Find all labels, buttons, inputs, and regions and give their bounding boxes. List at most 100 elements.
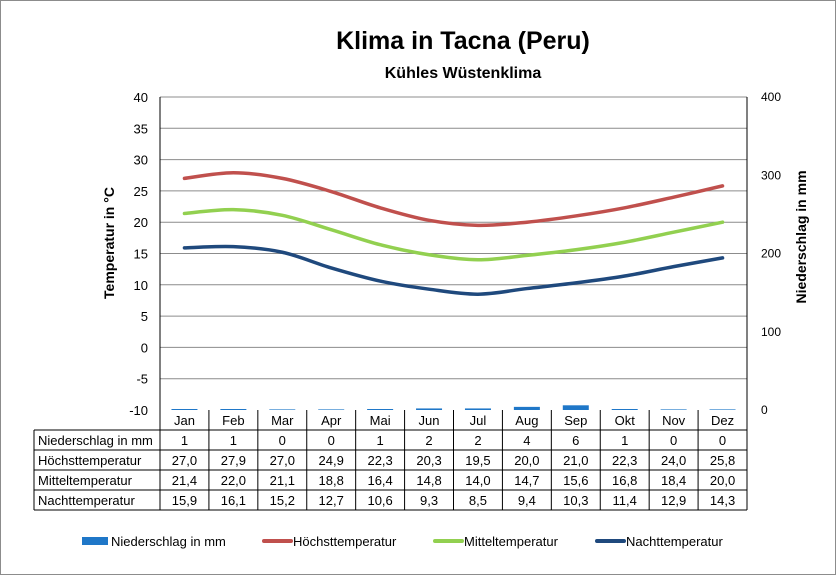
y-tick-label: 20 [134, 215, 148, 230]
y2-tick-label: 300 [761, 168, 781, 182]
table-cell-value: 2 [474, 433, 481, 448]
y-tick-label: 25 [134, 184, 148, 199]
x-tick-label: Apr [321, 413, 342, 428]
series-line [182, 170, 725, 228]
table-cell-value: 6 [572, 433, 579, 448]
x-tick-label: Nov [662, 413, 686, 428]
y2-axis-label: Niederschlag in mm [793, 170, 809, 303]
x-tick-label: Sep [564, 413, 587, 428]
table-cell-value: 20,0 [710, 473, 735, 488]
table-row-header: Niederschlag in mm [38, 433, 153, 448]
y2-tick-label: 200 [761, 247, 781, 261]
legend-swatch-bar [82, 537, 108, 545]
table-cell-value: 1 [621, 433, 628, 448]
x-tick-label: Mar [271, 413, 294, 428]
table-cell-value: 21,4 [172, 473, 197, 488]
table-cell-value: 16,1 [221, 493, 246, 508]
table-cell-value: 22,0 [221, 473, 246, 488]
x-tick-label: Jun [419, 413, 440, 428]
table-cell-value: 14,3 [710, 493, 735, 508]
table-cell-value: 0 [328, 433, 335, 448]
precip-bar [513, 406, 540, 410]
table-cell-value: 0 [279, 433, 286, 448]
table-cell-value: 21,1 [270, 473, 295, 488]
table-cell-value: 27,0 [172, 453, 197, 468]
table-row-header: Mitteltemperatur [38, 473, 133, 488]
x-tick-label: Jul [470, 413, 487, 428]
table-cell-value: 16,8 [612, 473, 637, 488]
table-cell-value: 16,4 [367, 473, 392, 488]
table-cell-value: 8,5 [469, 493, 487, 508]
table-cell-value: 22,3 [612, 453, 637, 468]
table-cell-value: 1 [230, 433, 237, 448]
table-cell-value: 15,2 [270, 493, 295, 508]
table-cell-value: 24,9 [319, 453, 344, 468]
y2-tick-label: 0 [761, 403, 768, 417]
table-cell-value: 12,7 [319, 493, 344, 508]
table-cell-value: 0 [670, 433, 677, 448]
table-cell-value: 1 [181, 433, 188, 448]
y-tick-label: 5 [141, 309, 148, 324]
y-tick-label: -5 [136, 372, 148, 387]
legend-entry-label: Höchsttemperatur [293, 534, 397, 549]
y-tick-label: 10 [134, 278, 148, 293]
x-tick-label: Dez [711, 413, 734, 428]
temperature-lines [182, 170, 725, 296]
table-cell-value: 20,0 [514, 453, 539, 468]
y2-tick-label: 400 [761, 90, 781, 104]
table-cell-value: 9,4 [518, 493, 536, 508]
precip-bar [611, 409, 638, 410]
precip-bar [171, 409, 198, 410]
y2-tick-label: 100 [761, 325, 781, 339]
table-row-header: Nachttemperatur [38, 493, 135, 508]
precip-bar [269, 409, 296, 410]
y-tick-label: 40 [134, 90, 148, 105]
table-cell-value: 18,8 [319, 473, 344, 488]
table-cell-value: 20,3 [416, 453, 441, 468]
table-cell-value: 10,6 [367, 493, 392, 508]
table-cell-value: 14,0 [465, 473, 490, 488]
table-cell-value: 12,9 [661, 493, 686, 508]
legend: Niederschlag in mm Höchsttemperatur Mittel… [82, 534, 723, 549]
table-cell-value: 27,0 [270, 453, 295, 468]
precip-bar [367, 409, 394, 410]
legend-entry-label: Mitteltemperatur [464, 534, 559, 549]
table-cell-value: 15,6 [563, 473, 588, 488]
precip-bar [416, 408, 443, 410]
table-cell-value: 24,0 [661, 453, 686, 468]
precip-bar [562, 405, 589, 410]
table-cell-value: 11,4 [613, 493, 637, 508]
grid-lines: 40 35 30 25 20 15 10 5 0 -5 -10 400 300 200 100 0 [129, 90, 781, 418]
legend-entry-label: Niederschlag in mm [111, 534, 226, 549]
table-cell-value: 1 [377, 433, 384, 448]
table-cell-value: 19,5 [465, 453, 490, 468]
table-cell-value: 9,3 [420, 493, 438, 508]
table-cell-value: 2 [425, 433, 432, 448]
series-line [182, 207, 725, 262]
table-cell-value: 4 [523, 433, 530, 448]
y-tick-label: -10 [129, 403, 148, 418]
chart-subtitle: Kühles Wüstenklima [385, 65, 542, 82]
precipitation-bars [171, 405, 736, 410]
table-cell-value: 15,9 [172, 493, 197, 508]
y-tick-label: 30 [134, 153, 148, 168]
table-cell-value: 21,0 [563, 453, 588, 468]
table-cell-value: 18,4 [661, 473, 686, 488]
precip-bar [660, 409, 687, 410]
precip-bar [220, 409, 247, 410]
legend-entry-label: Nachttemperatur [626, 534, 723, 549]
precip-bar [318, 409, 345, 410]
x-tick-label: Aug [515, 413, 538, 428]
precip-bar [709, 409, 736, 410]
chart-title: Klima in Tacna (Peru) [336, 27, 590, 55]
x-tick-label: Okt [615, 413, 636, 428]
x-tick-label: Feb [222, 413, 244, 428]
table-cell-value: 22,3 [367, 453, 392, 468]
series-line [182, 244, 725, 296]
y-tick-label: 35 [134, 121, 148, 136]
table-cell-value: 27,9 [221, 453, 246, 468]
precip-bar [464, 408, 491, 410]
table-cell-value: 14,8 [416, 473, 441, 488]
